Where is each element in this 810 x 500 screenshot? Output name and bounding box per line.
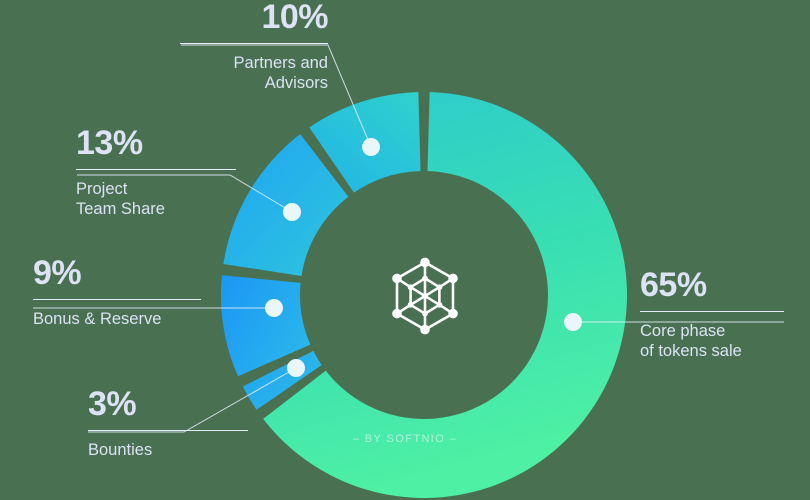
label-core-line1: Core phase [640,321,726,340]
donut-slice-core[interactable] [263,92,627,498]
label-bonus-line1: Bonus & Reserve [33,309,162,328]
dot-marker-bonus[interactable] [265,299,283,317]
leader-line-bounties [88,367,297,433]
label-partners-line2: Advisors [264,74,328,93]
label-bounties-line1: Bounties [88,440,153,459]
callout-rule [33,298,201,300]
dot-marker-team[interactable] [283,203,301,221]
label-team-line1: Project [76,179,128,198]
percent-bounties: 3% [88,385,137,423]
dot-marker-partners[interactable] [362,138,380,156]
callout-bounties[interactable]: 3% Bounties [88,385,248,460]
callout-bonus-and-reserve[interactable]: 9% Bonus & Reserve [33,254,201,329]
percent-partners: 10% [261,0,328,36]
slice-dot-markers [265,138,582,377]
percent-core: 65% [640,266,707,304]
percent-bonus: 9% [33,254,82,292]
percent-team: 13% [76,124,143,162]
callout-partners-and-advisors[interactable]: 10% Partners and Advisors [180,0,329,94]
callout-rule [88,429,248,431]
hexagon-network-logo [392,257,458,335]
callout-project-team-share[interactable]: 13% Project Team Share [76,124,236,220]
label-partners-line1: Partners and [233,53,328,72]
callout-rule [76,168,236,170]
donut-slice-team[interactable] [223,134,349,277]
leader-lines [33,44,784,433]
callout-rule [180,42,328,44]
label-team-line2: Team Share [76,200,165,219]
label-core-line2: of tokens sale [640,342,742,361]
callout-rule [640,310,784,312]
dot-marker-core[interactable] [564,313,582,331]
callout-core-phase-of-tokens-sale[interactable]: 65% Core phase of tokens sale [640,266,784,362]
leader-line-team [77,174,293,213]
leader-line-partners [181,44,372,148]
dot-marker-bounties[interactable] [287,359,305,377]
donut-slice-bonus[interactable] [221,275,311,377]
